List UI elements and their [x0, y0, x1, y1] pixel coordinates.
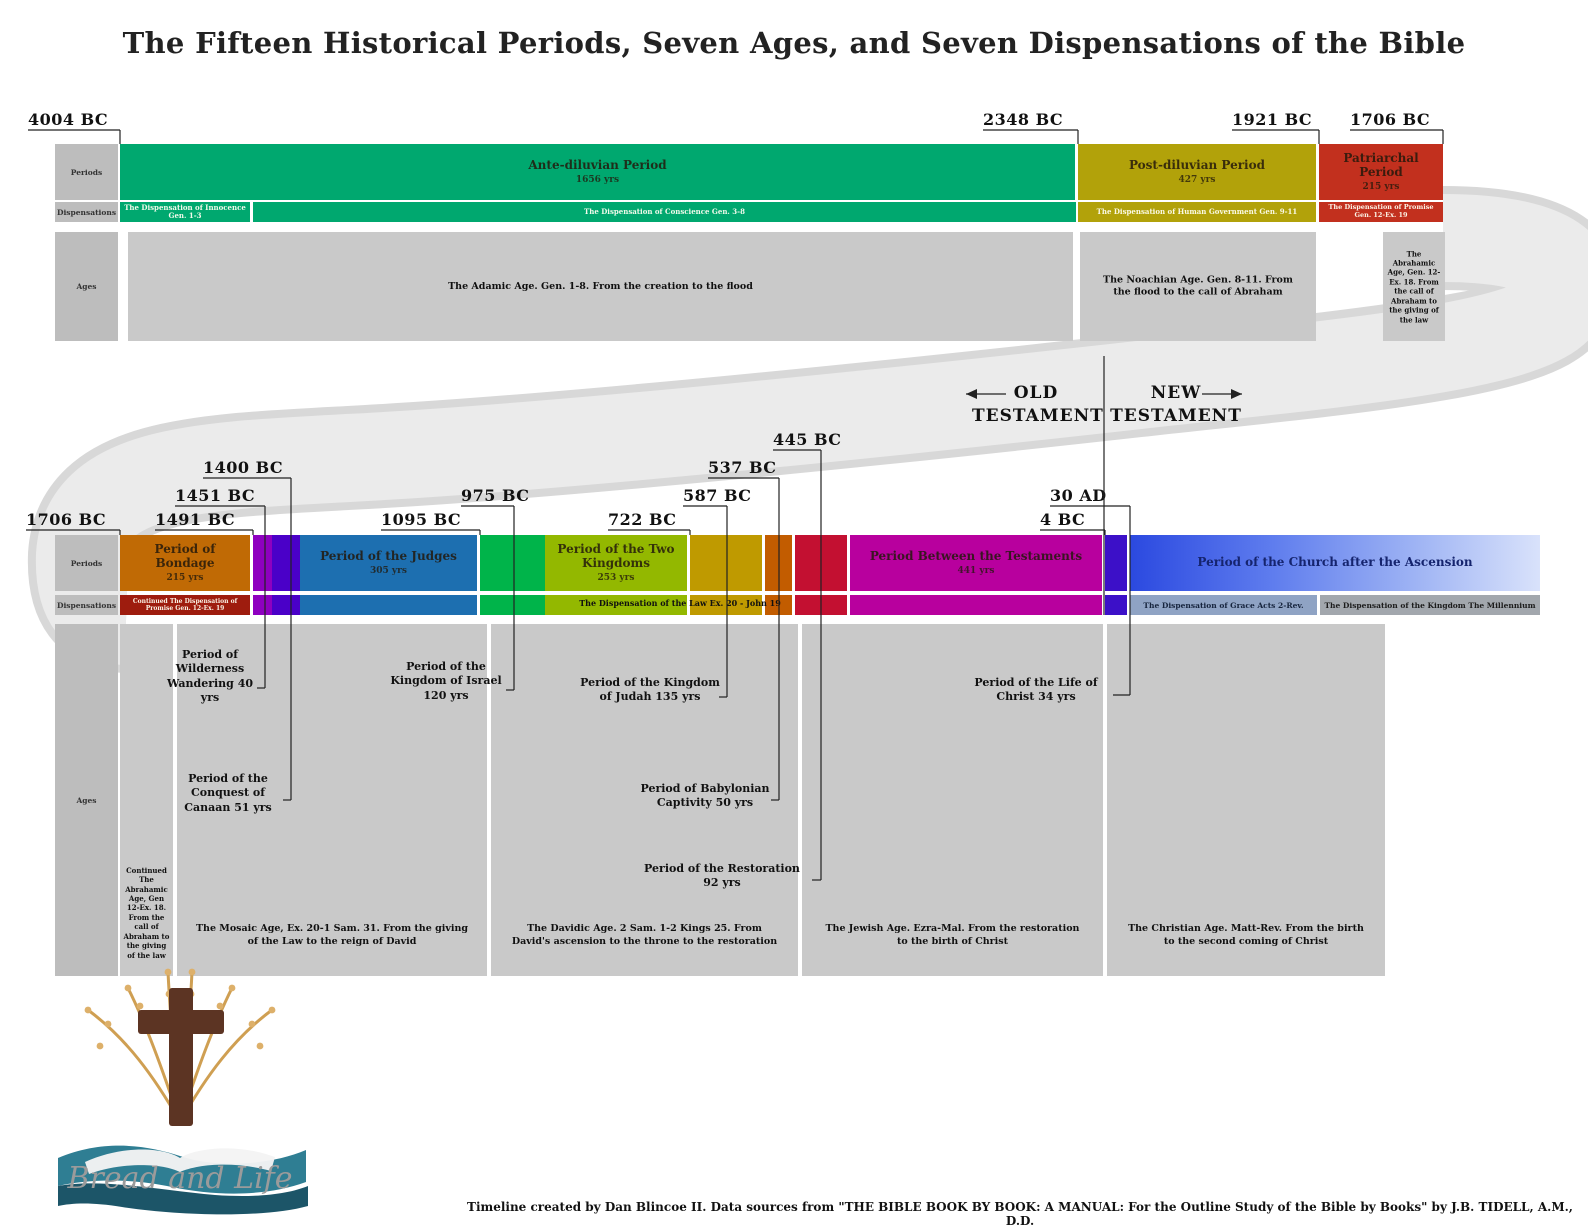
period-callout-6: Period of the Life of Christ 34 yrs [974, 676, 1098, 704]
upper-date-0: 4004 BC [28, 110, 109, 129]
lower-dispensation-segment-6 [690, 595, 762, 615]
lower-period-segment-0: Period of Bondage 215 yrs [120, 535, 250, 591]
lower-date-7: 587 BC [683, 486, 752, 505]
upper-date-1: 2348 BC [983, 110, 1064, 129]
lower-date-11: 30 AD [1050, 486, 1107, 505]
upper-dispensation-segment-0: The Dispensation of Innocence Gen. 1-3 [120, 202, 250, 222]
lower-age-segment-4: The Christian Age. Matt-Rev. From the bi… [1107, 624, 1385, 976]
row-label-ages-lower: Ages [55, 624, 118, 976]
lower-date-2: 1451 BC [175, 486, 256, 505]
upper-age-segment-0: The Adamic Age. Gen. 1-8. From the creat… [128, 232, 1073, 341]
lower-age-caption-2: The Davidic Age. 2 Sam. 1-2 Kings 25. Fr… [511, 923, 778, 947]
lower-date-4: 1095 BC [381, 510, 462, 529]
lower-age-caption-0: Continued The Abrahamic Age, Gen 12-Ex. … [123, 865, 170, 960]
upper-dispensation-segment-3: The Dispensation of Promise Gen. 12-Ex. … [1319, 202, 1443, 222]
lower-periods-row: Period of Bondage 215 yrs Period of the Ju… [0, 535, 1588, 591]
row-label-periods-lower: Periods [55, 535, 118, 591]
upper-periods-row: Ante-diluvian Period 1656 yrs Post-diluvia… [0, 144, 1588, 200]
period-callout-3: Period of the Kingdom of Judah 135 yrs [580, 676, 720, 704]
period-callout-5: Period of the Restoration 92 yrs [644, 862, 800, 890]
new-testament-label: NEW TESTAMENT [1110, 383, 1242, 426]
upper-age-segment-2: The Abrahamic Age, Gen. 12-Ex. 18. From … [1383, 232, 1445, 341]
attribution-text: Timeline created by Dan Blincoe II. Data… [467, 1200, 1573, 1228]
lower-dispensation-segment-5 [545, 595, 687, 615]
upper-dispensation-segment-1: The Dispensation of Conscience Gen. 3-8 [253, 202, 1076, 222]
lower-dispensation-segment-9 [850, 595, 1102, 615]
lower-date-1: 1491 BC [155, 510, 236, 529]
lower-dispensation-segment-0: Continued The Dispensation of Promise Ge… [120, 595, 250, 615]
upper-date-2: 1921 BC [1232, 110, 1313, 129]
lower-age-caption-1: The Mosaic Age, Ex. 20-1 Sam. 31. From t… [195, 923, 468, 947]
lower-age-segment-2: The Davidic Age. 2 Sam. 1-2 Kings 25. Fr… [491, 624, 798, 976]
upper-dispensations-row: The Dispensation of Innocence Gen. 1-3 Th… [0, 202, 1588, 222]
lower-period-segment-7 [765, 535, 792, 591]
lower-age-segment-3: The Jewish Age. Ezra-Mal. From the resto… [802, 624, 1103, 976]
lower-period-segment-11: Period of the Church after the Ascension [1130, 535, 1540, 591]
lower-period-segment-9: Period Between the Testaments 441 yrs [850, 535, 1102, 591]
lower-age-segment-0: Continued The Abrahamic Age, Gen 12-Ex. … [120, 624, 173, 976]
lower-date-10: 4 BC [1040, 510, 1086, 529]
period-callout-4: Period of Babylonian Captivity 50 yrs [640, 782, 770, 810]
upper-date-3: 1706 BC [1350, 110, 1431, 129]
lower-period-segment-1 [253, 535, 272, 591]
lower-dispensation-segment-1 [253, 595, 272, 615]
lower-date-5: 975 BC [461, 486, 530, 505]
lower-date-6: 722 BC [608, 510, 677, 529]
upper-period-segment-1: Post-diluvian Period 427 yrs [1078, 144, 1316, 200]
upper-age-caption-1: The Noachian Age. Gen. 8-11. From the fl… [1103, 274, 1293, 298]
lower-date-0: 1706 BC [26, 510, 107, 529]
lower-age-caption-4: The Christian Age. Matt-Rev. From the bi… [1128, 923, 1364, 947]
lower-date-9: 445 BC [773, 430, 842, 449]
row-label-dispensations-upper: Dispensations [55, 202, 118, 222]
lower-period-segment-5: Period of the Two Kingdoms 253 yrs [545, 535, 687, 591]
row-label-dispensations-lower: Dispensations [55, 595, 118, 615]
lower-period-segment-8 [795, 535, 847, 591]
upper-period-segment-0: Ante-diluvian Period 1656 yrs [120, 144, 1075, 200]
period-callout-1: Period of the Conquest of Canaan 51 yrs [184, 772, 272, 814]
period-callout-2: Period of the Kingdom of Israel 120 yrs [390, 660, 502, 702]
waves-icon [58, 1145, 308, 1215]
lower-period-segment-6 [690, 535, 762, 591]
bread-and-life-logo: Bread and Life [58, 968, 308, 1215]
old-testament-label: OLD TESTAMENT [972, 383, 1104, 426]
lower-dispensation-segment-4 [480, 595, 545, 615]
row-label-periods-upper: Periods [55, 144, 118, 200]
lower-date-8: 537 BC [708, 458, 777, 477]
period-callout-0: Period of Wilderness Wandering 40 yrs [166, 648, 253, 704]
row-label-ages-upper: Ages [55, 232, 118, 341]
lower-age-caption-3: The Jewish Age. Ezra-Mal. From the resto… [825, 923, 1080, 947]
upper-period-segment-2: Patriarchal Period 215 yrs [1319, 144, 1443, 200]
upper-ages-row: The Adamic Age. Gen. 1-8. From the creat… [0, 232, 1588, 341]
dispensation-of-law-label: The Dispensation of the Law Ex. 20 - Joh… [579, 598, 781, 608]
lower-age-segment-1: The Mosaic Age, Ex. 20-1 Sam. 31. From t… [177, 624, 487, 976]
lower-dispensation-segment-3 [300, 595, 477, 615]
lower-dispensation-segment-2 [272, 595, 300, 615]
lower-ages-row: Continued The Abrahamic Age, Gen 12-Ex. … [0, 624, 1588, 976]
upper-dispensation-segment-2: The Dispensation of Human Government Gen… [1078, 202, 1316, 222]
lower-period-segment-3: Period of the Judges 305 yrs [300, 535, 477, 591]
logo-text: Bread and Life [66, 1161, 292, 1196]
page-title: The Fifteen Historical Periods, Seven Ag… [122, 26, 1466, 60]
upper-age-segment-1: The Noachian Age. Gen. 8-11. From the fl… [1080, 232, 1316, 341]
cross-icon [138, 988, 224, 1126]
lower-period-segment-4 [480, 535, 545, 591]
upper-age-caption-0: The Adamic Age. Gen. 1-8. From the creat… [448, 280, 753, 292]
lower-period-segment-10 [1105, 535, 1127, 591]
lower-dispensations-row: Continued The Dispensation of Promise Ge… [0, 595, 1588, 615]
lower-date-3: 1400 BC [203, 458, 284, 477]
ribbon-face [35, 194, 1588, 665]
lower-period-segment-2 [272, 535, 300, 591]
lower-dispensation-segment-12: The Dispensation of the Kingdom The Mill… [1320, 595, 1540, 615]
lower-dispensation-segment-11: The Dispensation of Grace Acts 2-Rev. [1130, 595, 1317, 615]
upper-age-caption-2: The Abrahamic Age, Gen. 12-Ex. 18. From … [1387, 248, 1441, 324]
lower-dispensation-segment-10 [1105, 595, 1127, 615]
